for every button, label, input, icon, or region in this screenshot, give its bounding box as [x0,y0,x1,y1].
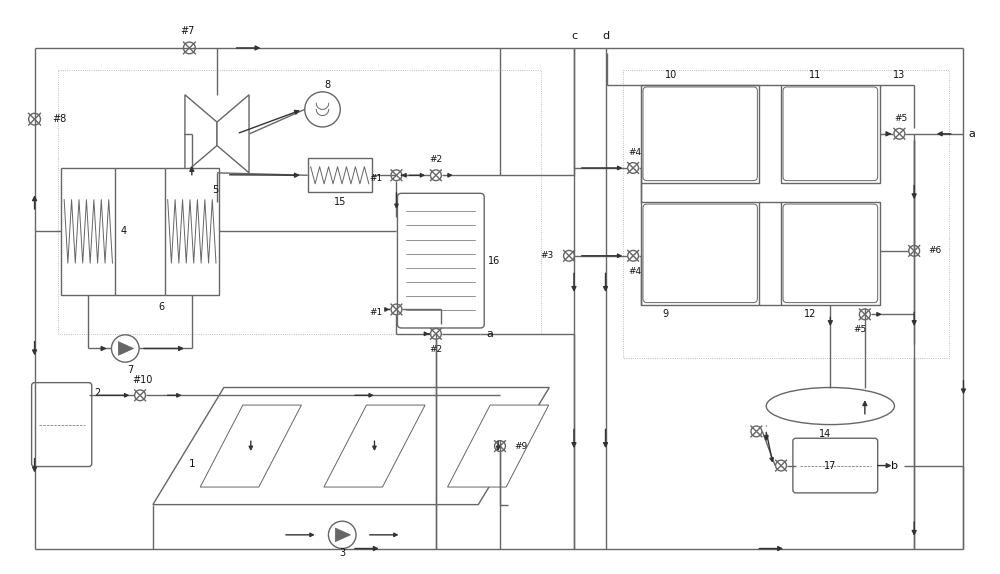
Text: #2: #2 [429,345,442,354]
FancyBboxPatch shape [783,87,878,181]
Bar [165,168,219,295]
Text: 8: 8 [324,80,330,90]
Text: 2: 2 [95,389,101,398]
Bar [623,71,949,358]
Text: a: a [968,129,975,139]
Text: d: d [602,31,609,41]
Text: a: a [487,329,494,339]
Polygon shape [118,342,134,355]
Bar [308,158,372,192]
Text: 7: 7 [127,365,133,375]
Text: 10: 10 [664,70,677,80]
Text: #8: #8 [52,114,67,124]
Text: #10: #10 [132,375,152,385]
Polygon shape [335,528,351,542]
Text: 17: 17 [824,460,837,471]
Text: 15: 15 [334,197,346,207]
Polygon shape [448,405,549,487]
Text: #9: #9 [514,441,527,451]
Polygon shape [217,95,249,173]
Text: 4: 4 [120,226,126,236]
FancyBboxPatch shape [397,193,484,328]
Text: 16: 16 [488,255,500,266]
Text: 1: 1 [189,459,196,468]
Text: #4: #4 [629,267,642,276]
Bar [641,85,759,183]
Bar [58,71,541,334]
Text: 6: 6 [159,301,165,312]
Bar [641,202,759,305]
Bar [781,202,880,305]
Bar [781,85,880,183]
Text: #5: #5 [853,325,867,335]
Polygon shape [324,405,425,487]
Text: 9: 9 [663,309,669,319]
Text: #6: #6 [928,246,941,255]
Text: 13: 13 [893,70,906,80]
Text: #5: #5 [895,114,908,123]
Text: 12: 12 [804,309,817,319]
Text: 14: 14 [819,429,832,439]
Text: 3: 3 [339,548,345,559]
Text: #1: #1 [369,174,383,183]
FancyBboxPatch shape [793,439,878,493]
Text: 11: 11 [809,70,822,80]
FancyBboxPatch shape [643,204,757,302]
FancyBboxPatch shape [32,383,92,467]
Text: #7: #7 [180,26,195,36]
Text: c: c [571,31,577,41]
Text: #1: #1 [369,308,383,317]
Text: 5: 5 [212,185,218,195]
FancyBboxPatch shape [783,204,878,302]
Polygon shape [185,95,217,173]
FancyBboxPatch shape [643,87,757,181]
Text: #4: #4 [629,148,642,157]
Text: #3: #3 [540,251,553,260]
Bar [61,168,115,295]
Polygon shape [200,405,301,487]
Polygon shape [153,387,549,505]
Text: b: b [891,460,898,471]
Ellipse shape [766,387,894,425]
Text: #2: #2 [429,155,442,164]
